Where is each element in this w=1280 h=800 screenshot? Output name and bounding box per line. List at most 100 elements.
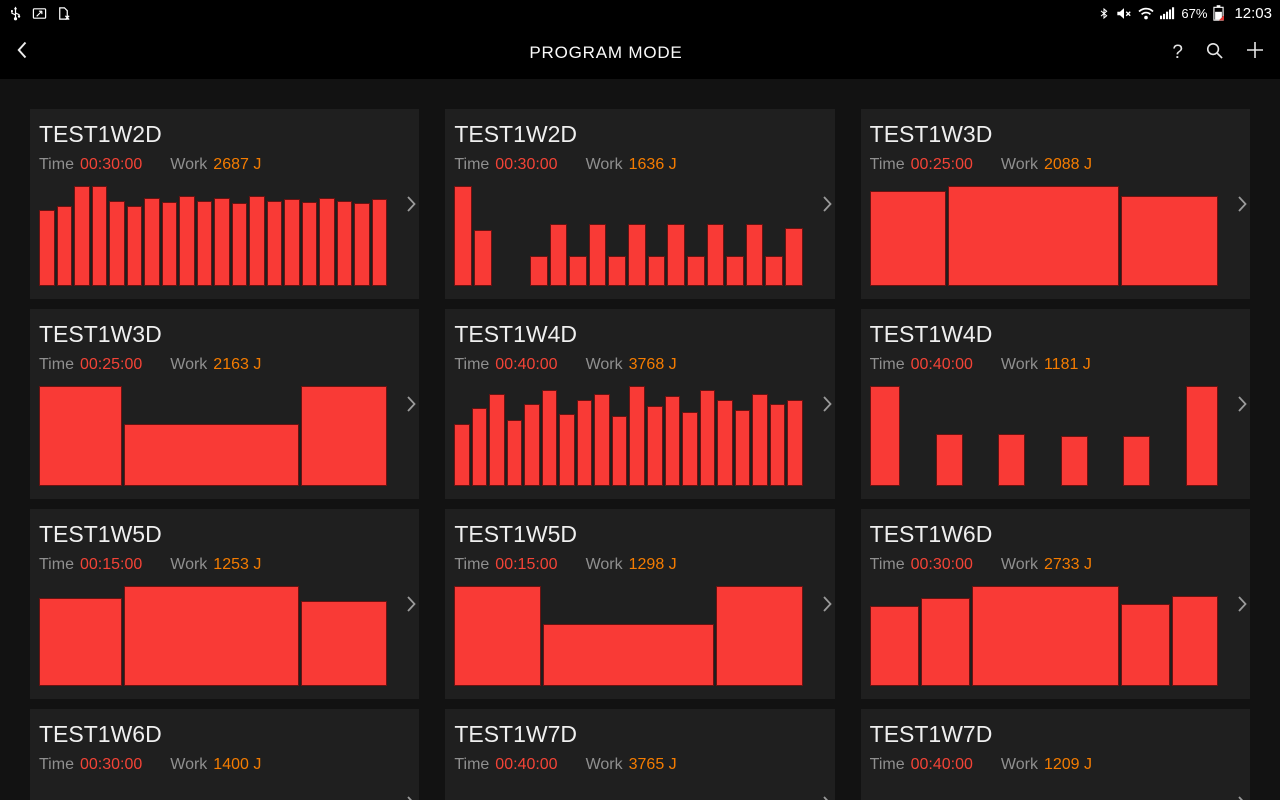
work-label: Work [585, 555, 623, 573]
status-left-icons [8, 5, 71, 21]
program-meta: Time 00:30:00 Work 2733 J [870, 556, 1236, 574]
chart-bar [998, 433, 1026, 486]
chart-bar [336, 200, 353, 286]
time-label: Time [454, 555, 490, 573]
work-label: Work [170, 355, 208, 373]
back-button[interactable] [16, 40, 28, 65]
program-meta: Time 00:30:00 Work 1400 J [39, 756, 405, 774]
chart-bar [667, 223, 685, 286]
chart-bar [752, 393, 768, 486]
chart-bar [91, 185, 108, 286]
chart-bar [144, 197, 160, 286]
program-name: TEST1W5D [454, 521, 578, 547]
chart-bar [473, 229, 492, 286]
mute-icon [1116, 6, 1132, 21]
work-value: 1636 J [628, 155, 677, 173]
signal-icon [1160, 6, 1175, 20]
chart-bar [935, 433, 963, 486]
program-card[interactable]: TEST1W4D Time 00:40:00 Work 3768 J [445, 309, 835, 499]
program-chart [39, 786, 405, 800]
chart-bar [214, 197, 230, 286]
chart-bar [972, 585, 1119, 686]
action-bar: PROGRAM MODE ? [0, 26, 1280, 79]
program-meta: Time 00:15:00 Work 1253 J [39, 556, 405, 574]
program-card[interactable]: TEST1W5D Time 00:15:00 Work 1253 J [30, 509, 420, 699]
chart-bar [124, 423, 299, 486]
time-value: 00:30:00 [79, 755, 143, 773]
chart-bar [124, 585, 299, 686]
time-value: 00:15:00 [79, 555, 143, 573]
work-value: 2733 J [1043, 555, 1092, 573]
program-card[interactable]: TEST1W3D Time 00:25:00 Work 2163 J [30, 309, 420, 499]
chevron-right-icon [821, 794, 833, 800]
chart-bar [506, 419, 523, 486]
program-name: TEST1W7D [454, 721, 578, 747]
work-label: Work [1000, 755, 1038, 773]
time-value: 00:30:00 [495, 155, 558, 173]
time-label: Time [869, 155, 905, 173]
program-card[interactable]: TEST1W2D Time 00:30:00 Work 1636 J [445, 109, 835, 299]
help-icon: ? [1172, 42, 1183, 63]
program-card[interactable]: TEST1W4D Time 00:40:00 Work 1181 J [860, 309, 1250, 499]
chart-bar [594, 393, 610, 486]
chart-bar [1120, 603, 1171, 686]
work-value: 2163 J [213, 355, 262, 373]
chart-bar [319, 197, 335, 286]
program-name: TEST1W4D [869, 321, 993, 347]
work-value: 1400 J [213, 755, 262, 773]
add-button[interactable] [1246, 41, 1264, 64]
program-name: TEST1W4D [454, 321, 578, 347]
work-label: Work [170, 755, 208, 773]
program-card[interactable]: TEST1W2D Time 00:30:00 Work 2687 J [30, 109, 420, 299]
chevron-right-icon [821, 394, 833, 414]
work-label: Work [1000, 555, 1038, 573]
work-value: 3768 J [628, 355, 677, 373]
chevron-right-icon [1236, 794, 1248, 800]
program-card[interactable]: TEST1W3D Time 00:25:00 Work 2088 J [860, 109, 1250, 299]
program-chart [869, 185, 1236, 286]
chart-bar [706, 223, 725, 286]
action-bar-actions: ? [1172, 41, 1264, 65]
time-value: 00:30:00 [79, 155, 143, 173]
battery-icon [1213, 5, 1225, 21]
chart-bar [869, 605, 919, 686]
chart-bar [284, 198, 300, 286]
usb-icon [8, 5, 23, 21]
chevron-right-icon [1236, 594, 1248, 614]
chart-bar [161, 201, 178, 286]
chart-bar [371, 198, 388, 286]
help-button[interactable]: ? [1172, 43, 1183, 62]
chevron-right-icon [405, 394, 417, 414]
chart-bar [300, 600, 388, 686]
program-chart [454, 786, 820, 800]
chart-bar [524, 403, 540, 486]
search-icon [1205, 42, 1224, 64]
program-card[interactable]: TEST1W6D Time 00:30:00 Work 1400 J [30, 709, 420, 800]
chart-bar [471, 407, 488, 486]
program-card[interactable]: TEST1W7D Time 00:40:00 Work 3765 J [445, 709, 835, 800]
wifi-icon [1138, 7, 1155, 20]
chart-bar [559, 413, 575, 486]
time-value: 00:15:00 [495, 555, 558, 573]
work-label: Work [585, 355, 623, 373]
time-value: 00:40:00 [910, 355, 973, 373]
work-label: Work [170, 155, 208, 173]
chart-bar [39, 209, 55, 286]
chart-bar [869, 190, 947, 286]
program-card[interactable]: TEST1W5D Time 00:15:00 Work 1298 J [445, 509, 835, 699]
chevron-right-icon [1236, 394, 1248, 414]
program-meta: Time 00:15:00 Work 1298 J [454, 556, 820, 574]
chevron-right-icon [821, 194, 833, 214]
chart-bar [489, 393, 505, 486]
program-name: TEST1W5D [39, 521, 162, 547]
chart-bar [454, 423, 470, 486]
program-card[interactable]: TEST1W6D Time 00:30:00 Work 2733 J [860, 509, 1250, 699]
chart-bar [56, 205, 73, 286]
chart-bar [1172, 595, 1218, 686]
program-card[interactable]: TEST1W7D Time 00:40:00 Work 1209 J [860, 709, 1250, 800]
program-meta: Time 00:40:00 Work 3765 J [454, 756, 820, 774]
chart-bar [569, 255, 587, 286]
search-button[interactable] [1205, 41, 1224, 65]
chart-bar [869, 385, 901, 486]
chevron-right-icon [405, 194, 417, 214]
